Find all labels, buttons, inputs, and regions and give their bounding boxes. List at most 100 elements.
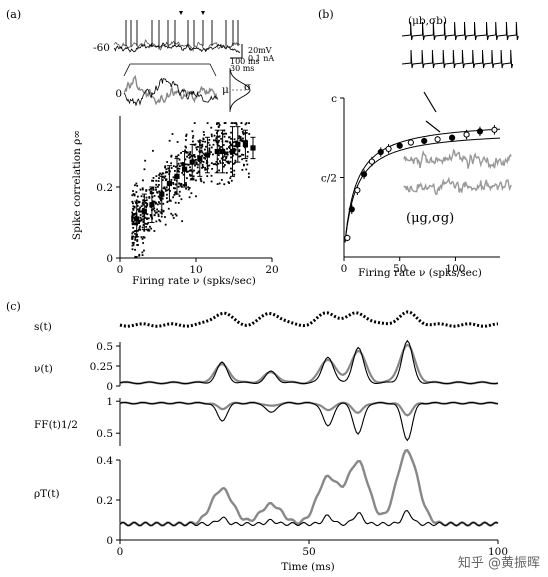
scatter-point [165,178,168,181]
scatter-point [208,139,211,141]
scatter-point [147,228,150,231]
scatter-point [200,146,203,149]
scale-label-100ms: 100 ms [230,57,260,66]
scatter-point [147,229,150,232]
scatter-point [193,169,195,172]
x-tick-label: 100 [445,263,465,275]
scatter-point [141,251,144,254]
scatter-point [228,147,231,150]
scatter-point [242,132,245,135]
scatter-point [202,138,205,141]
scatter-point [239,137,242,140]
scatter-point [216,183,219,186]
scatter-point [134,237,137,239]
scatter-point [186,155,188,158]
scatter-point [158,190,160,193]
scatter-point [141,188,144,191]
y-tick-label: c/2 [321,173,337,185]
scatter-point [184,163,187,166]
scatter-point [187,186,190,189]
scatter-point [242,137,244,140]
scatter-point [217,135,220,138]
scatter-point [240,128,243,130]
scatter-point [206,175,209,178]
scatter-point [132,205,135,208]
trace-level-label: -60 [93,42,110,54]
scatter-point [218,182,221,185]
scatter-point [162,187,165,190]
scatter-point [178,158,181,161]
spike-marker-arrow [201,11,205,15]
scatter-point [153,194,156,197]
scatter-point [176,141,179,143]
scatter-point [153,200,156,203]
scatter-point [135,256,138,258]
scatter-point [176,164,179,167]
scatter-point [175,155,177,158]
scatter-point [157,201,160,203]
scatter-point [156,208,159,211]
panel-b-spike-insets [401,21,519,196]
spike-train-gray [403,148,512,170]
scatter-point [147,221,150,224]
scatter-point [225,157,227,160]
scatter-point [189,174,192,177]
scatter-point [138,220,141,223]
scatter-point [218,169,221,172]
scatter-point [205,168,208,171]
scatter-point [172,165,175,168]
scatter-point [185,183,187,186]
spike-train-black [401,21,519,41]
scatter-point [174,183,177,186]
scatter-point [230,171,233,174]
binned-mean-marker [229,148,236,155]
scatter-point [131,219,134,222]
scatter-point [229,141,232,144]
voltage-trace-black [113,42,241,54]
scatter-point [131,235,134,238]
row-label-ff: FF(t)1/2 [34,419,78,431]
scatter-point [241,168,244,171]
binned-mean-marker [159,191,165,197]
scatter-point [221,132,223,135]
scatter-point [187,170,190,173]
scatter-point [200,149,203,152]
scatter-point [180,152,182,154]
scatter-point [132,231,135,233]
scatter-point [164,216,166,218]
scatter-point [176,155,179,158]
scatter-point [224,159,226,161]
scatter-point [197,145,199,148]
scatter-point [170,178,173,181]
scatter-point [188,152,191,155]
scatter-point [184,145,187,148]
scatter-point [145,202,147,204]
scatter-point [138,209,141,212]
scatter-point [182,184,185,186]
scatter-point [139,214,142,216]
data-marker [434,136,441,143]
scatter-point [195,179,197,182]
scatter-point [131,214,134,217]
scatter-point [178,195,181,197]
scatter-point [189,151,192,153]
scatter-point [169,199,172,202]
scatter-point [196,172,199,175]
scatter-point [161,212,163,215]
scatter-point [169,170,171,173]
scatter-point [234,148,237,151]
mu-label: μ [222,84,229,96]
scatter-point [146,213,149,216]
scatter-point [151,200,154,203]
scatter-point [152,187,155,190]
scatter-point [224,140,227,143]
scatter-point [239,139,242,142]
panel-b-plot: 0 50 100 c c/2 [321,91,500,275]
scatter-point [207,141,210,144]
scatter-point [191,140,194,143]
scatter-point [131,200,134,203]
scatter-point [145,225,148,228]
scatter-point [132,223,134,226]
scatter-point [235,122,238,124]
scatter-point [131,202,134,205]
